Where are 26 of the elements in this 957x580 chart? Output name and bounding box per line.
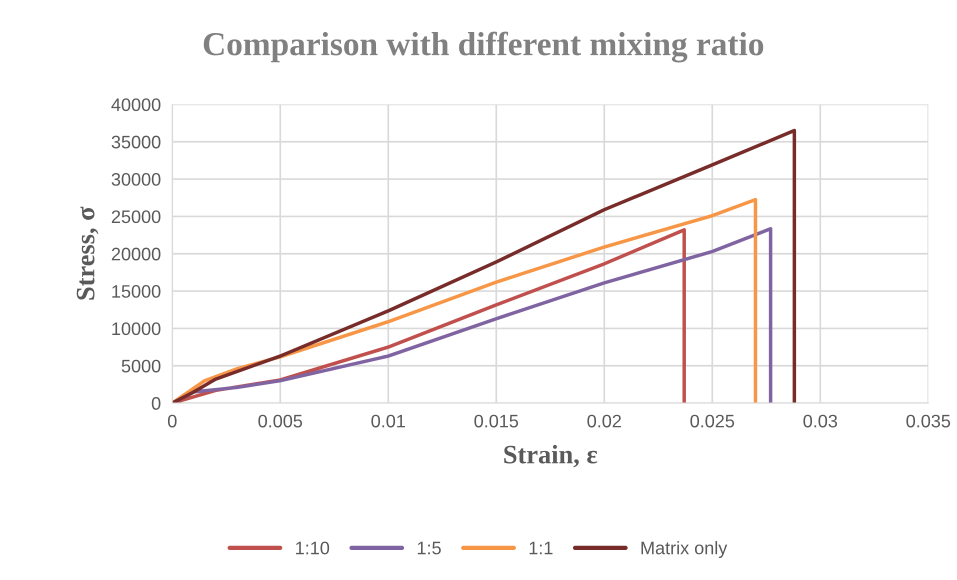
legend-label: 1:10 [296, 542, 330, 554]
y-tick-label: 30000 [112, 173, 160, 186]
chart-title: Comparison with different mixing ratio [204, 32, 764, 62]
x-tick-label: 0.005 [258, 414, 302, 428]
y-tick-label: 10000 [112, 322, 160, 336]
legend-label: Matrix only [642, 541, 728, 558]
y-tick-label: 35000 [112, 136, 160, 148]
x-tick-label: 0.03 [803, 414, 838, 428]
x-tick-label: 0.02 [587, 414, 621, 428]
x-tick-label: 0 [168, 414, 177, 428]
y-tick-label: 5000 [122, 360, 160, 372]
y-tick-label: 0 [152, 397, 160, 410]
y-tick-label: 25000 [112, 210, 160, 224]
line-series [172, 128, 796, 404]
x-tick-label: 0.025 [690, 414, 734, 428]
y-tick-label: 40000 [111, 98, 160, 112]
line-series [172, 198, 758, 404]
x-tick-label: 0.01 [371, 414, 405, 428]
x-tick-label: 0.035 [906, 414, 950, 428]
legend-label: 1:5 [418, 542, 441, 554]
x-tick-label: 0.015 [474, 414, 518, 428]
y-axis-title: Stress, σ [76, 206, 98, 300]
y-tick-label: 15000 [112, 285, 160, 298]
y-tick-label: 20000 [112, 248, 160, 260]
x-axis-title: Strain, ε [504, 444, 598, 468]
legend-label: 1:1 [530, 542, 552, 554]
